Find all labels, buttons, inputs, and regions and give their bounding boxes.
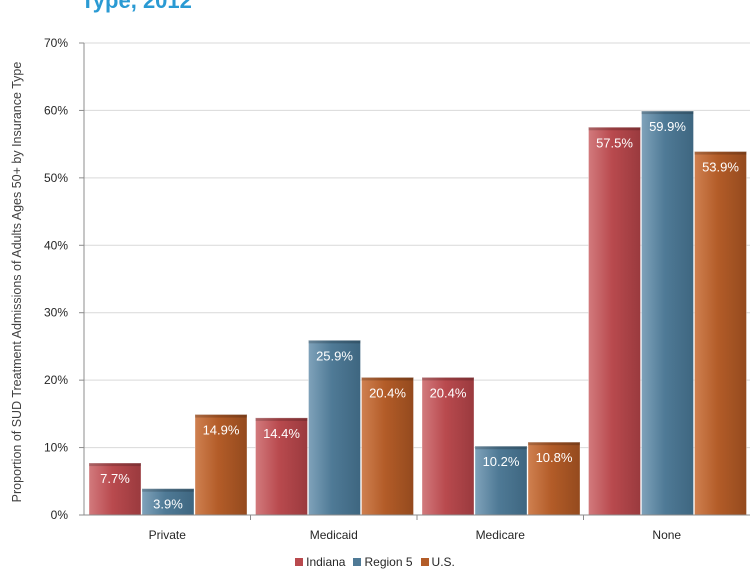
data-label: 57.5% <box>596 135 633 150</box>
data-labels: 7.7% 3.9% 14.9% 14.4% 25.9% 20.4% 20.4% 10.2% 10… <box>100 119 739 512</box>
bar-cap <box>422 377 474 381</box>
bar <box>88 462 142 516</box>
bar-cap <box>475 446 527 450</box>
y-tick-label: 60% <box>44 103 68 117</box>
y-tick-label: 40% <box>44 238 68 252</box>
data-label: 25.9% <box>316 348 353 363</box>
legend-swatch <box>353 557 362 566</box>
y-tick-label: 50% <box>44 171 68 185</box>
bar-cap <box>255 417 308 421</box>
bar-cap <box>588 127 641 131</box>
y-tick-label: 30% <box>44 306 68 320</box>
data-label: 7.7% <box>100 471 130 486</box>
data-label: 53.9% <box>702 160 739 175</box>
data-label: 14.9% <box>203 423 240 438</box>
bar <box>194 414 248 516</box>
x-tick-label: Private <box>149 528 187 542</box>
data-label: 20.4% <box>430 385 467 400</box>
bars <box>88 110 747 516</box>
x-tick-label: None <box>652 528 681 542</box>
x-tick-label: Medicaid <box>310 528 358 542</box>
data-label: 20.4% <box>369 385 406 400</box>
bar <box>694 151 747 516</box>
bar <box>588 126 641 516</box>
bar <box>474 445 528 516</box>
data-label: 14.4% <box>263 426 300 441</box>
y-tick-label: 20% <box>44 373 68 387</box>
bar-cap <box>142 488 194 492</box>
legend-label: U.S. <box>431 555 455 569</box>
bar-cap <box>308 340 361 344</box>
data-label: 3.9% <box>153 497 183 512</box>
chart-title: Type, 2012 <box>81 0 192 13</box>
legend-item: Region 5 <box>353 555 413 569</box>
legend-item: U.S. <box>420 555 455 569</box>
bar <box>527 441 581 516</box>
bar-cap <box>361 377 414 381</box>
bar <box>361 376 414 516</box>
data-label: 59.9% <box>649 119 686 134</box>
y-tick-label: 0% <box>51 508 69 522</box>
legend-item: Indiana <box>295 555 345 569</box>
bar-cap <box>89 463 141 467</box>
data-label: 10.2% <box>483 454 520 469</box>
bar-cap <box>528 442 580 446</box>
data-label: 10.8% <box>536 450 573 465</box>
bar <box>641 110 694 516</box>
bar-cap <box>195 414 247 418</box>
y-tick-label: 70% <box>44 36 68 50</box>
bar-cap <box>641 111 694 115</box>
legend: Indiana Region 5 U.S. <box>0 555 750 569</box>
bar <box>308 339 361 516</box>
legend-swatch <box>295 557 304 566</box>
y-tick-label: 10% <box>44 441 68 455</box>
x-tick-label: Medicare <box>476 528 526 542</box>
bar-cap <box>694 151 747 155</box>
legend-label: Region 5 <box>364 555 413 569</box>
bar <box>255 417 308 516</box>
axes: 0% 10% 20% 30% 40% 50% 60% 70% Private Medicaid Me… <box>44 36 750 542</box>
legend-swatch <box>420 557 429 566</box>
legend-label: Indiana <box>306 555 346 569</box>
